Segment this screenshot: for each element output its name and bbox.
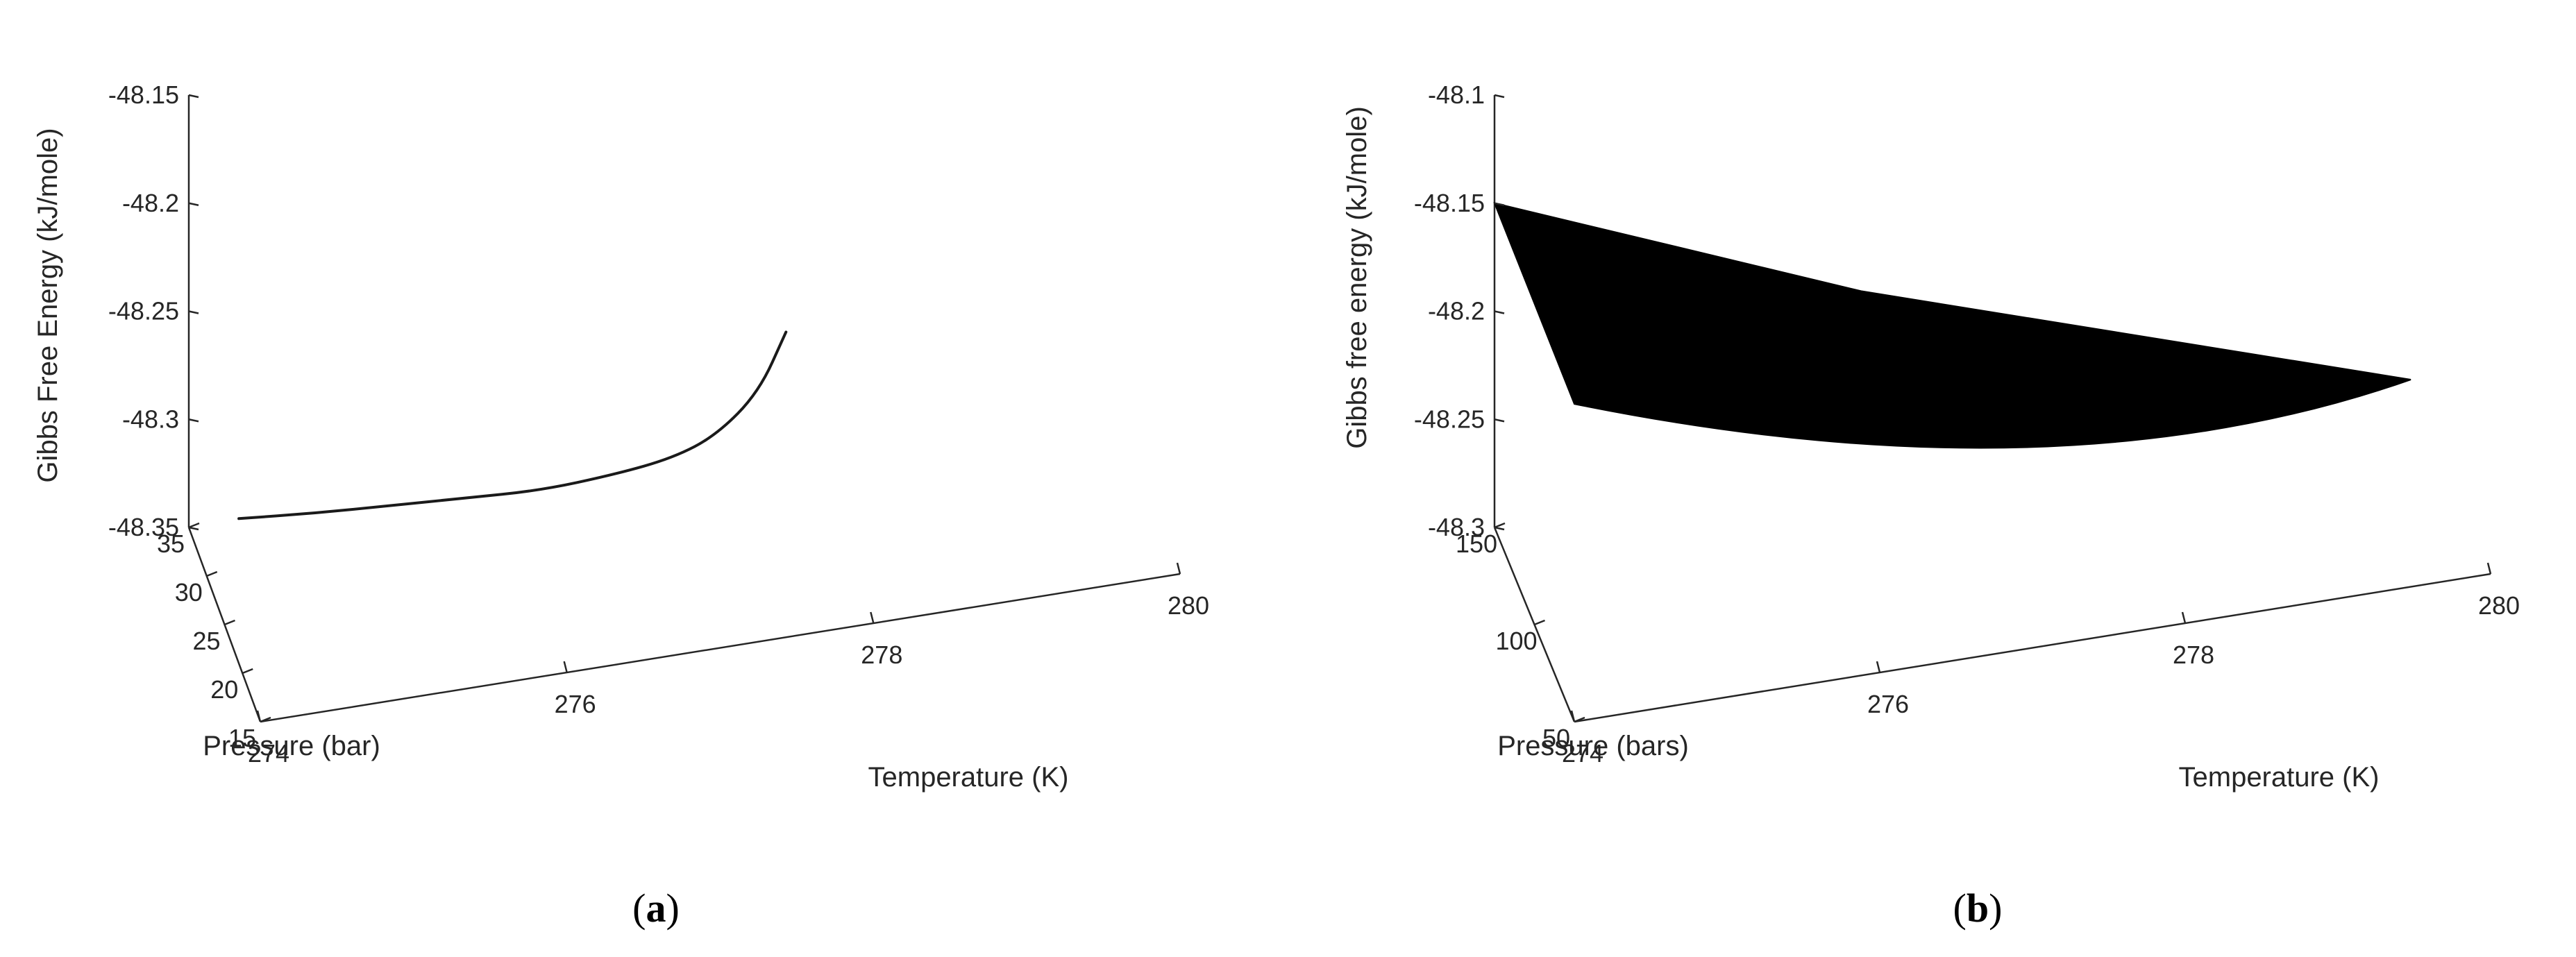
z-tick-mark [188,94,199,99]
x-tick-label: 274 [1562,739,1603,768]
x-axis-label-a: Temperature (K) [868,762,1069,793]
x-tick-label: 274 [248,739,289,768]
chart-panel-b: -48.3 -48.25 -48.2 -48.15 -48.1 50 100 150 274… [1342,81,2520,931]
z-tick-mark [188,202,199,206]
y-tick-mark [206,570,218,577]
z-tick-label: -48.1 [1428,81,1485,109]
y-tick-mark [1494,522,1506,529]
x-tick-mark [563,661,568,673]
z-axis-label-b: Gibbs free energy (kJ/mole) [1342,106,1372,449]
y-tick-mark [1574,716,1585,723]
x-tick-mark [1176,562,1181,575]
z-axis-label-a: Gibbs Free Energy (kJ/mole) [33,128,63,482]
z-tick-label: -48.25 [108,297,179,325]
y-tick-label: 30 [175,578,203,607]
y-tick-label: 20 [210,675,238,704]
z-tick-mark [1494,94,1505,99]
y-tick-label: 150 [1456,530,1497,558]
z-tick-label: -48.2 [1428,297,1485,325]
z-tick-label: -48.25 [1414,405,1485,433]
z-tick-mark [1494,418,1505,423]
z-tick-label: -48.3 [1428,513,1485,541]
x-tick-mark [256,710,262,722]
z-tick-label: -48.15 [108,81,179,109]
x-axis-label-b: Temperature (K) [2179,762,2380,793]
z-tick-label: -48.2 [122,189,179,217]
y-tick-mark [1534,619,1545,626]
z-tick-mark [188,310,199,314]
z-tick-label: -48.35 [108,513,179,541]
x-tick-label: 280 [2478,591,2520,620]
x-tick-label: 276 [1867,690,1909,718]
y-tick-label: 35 [157,530,185,558]
caption-a: (a) [632,886,680,931]
z-tick-label: -48.15 [1414,189,1485,217]
y-tick-mark [188,522,200,529]
x-axis-b [1574,573,2491,723]
x-tick-label: 278 [2173,641,2214,669]
y-tick-mark [260,716,271,723]
y-tick-mark [242,668,253,675]
x-tick-label: 276 [555,690,596,718]
z-tick-mark [188,418,199,423]
x-tick-label: 278 [861,641,902,669]
x-axis-a [260,573,1181,723]
z-tick-mark [188,526,199,531]
z-tick-label: -48.3 [122,405,179,433]
y-tick-mark [224,619,235,626]
y-tick-label: 15 [228,724,256,752]
x-tick-mark [870,611,875,624]
z-tick-mark [1494,310,1505,314]
y-axis-label-a: Pressure (bar) [203,731,380,761]
y-axis-label-b: Pressure (bars) [1497,731,1689,761]
x-tick-label: 280 [1168,591,1209,620]
series-line [237,330,788,520]
x-tick-mark [1876,661,1881,673]
z-tick-mark [1494,526,1505,531]
x-tick-mark [2181,611,2187,624]
x-tick-mark [1570,710,1576,722]
surface-plane [1493,202,2411,449]
y-tick-label: 25 [192,627,220,655]
chart-panel-a: -48.35-48.3-48.25-48.2-48.15 1520253035 … [33,81,1209,931]
z-tick-mark [1494,202,1505,206]
caption-b: (b) [1953,886,2003,931]
y-tick-label: 100 [1495,627,1537,655]
y-tick-label: 50 [1542,724,1570,752]
x-tick-mark [2486,562,2492,575]
